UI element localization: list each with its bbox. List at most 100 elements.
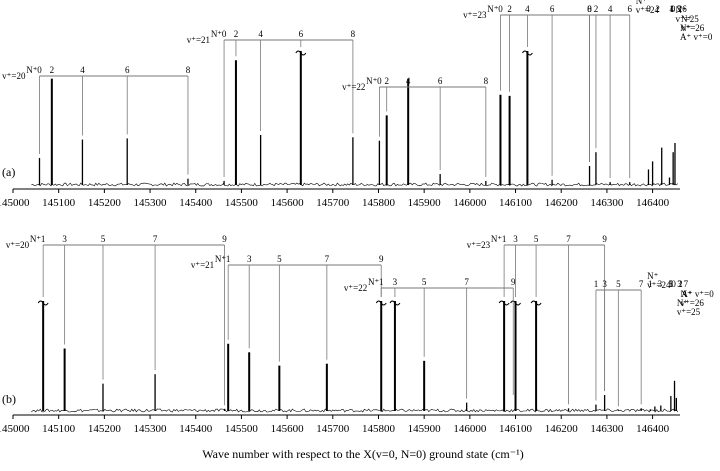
panel-label: (a) <box>2 165 15 179</box>
n-plus-label: N⁺ <box>487 4 498 14</box>
rotational-quantum-number: 2 <box>678 279 683 289</box>
x-tick-label: 145300 <box>134 197 168 209</box>
vibrational-level-label: v⁺=26 <box>681 23 705 33</box>
x-tick-label: 145100 <box>42 197 76 209</box>
rotational-quantum-number: 6 <box>125 65 130 75</box>
x-tick-label: 146000 <box>453 197 487 209</box>
n-plus-label: N⁺ <box>30 234 41 244</box>
rotational-quantum-number: 9 <box>602 234 607 244</box>
x-tick-label: 145900 <box>408 197 442 209</box>
x-axis-label: Wave number with respect to the X(v=0, N… <box>202 447 523 461</box>
rotational-quantum-number: 3 <box>602 279 607 289</box>
vibrational-level-label: v⁺=26 <box>681 298 705 308</box>
rotational-quantum-number: 7 <box>639 279 644 289</box>
rotational-quantum-number: 6 <box>299 29 304 39</box>
x-tick-label: 146400 <box>636 423 670 435</box>
vibrational-level-label: v⁺=23 <box>463 10 487 20</box>
axis-break-mark <box>37 300 49 306</box>
rotational-quantum-number: 6 <box>627 4 632 14</box>
rotational-quantum-number: 7 <box>464 277 469 287</box>
vibrational-level-label: v⁺=21 <box>191 260 214 270</box>
rotational-quantum-number: 0 <box>377 76 382 86</box>
rotational-quantum-number: 2 <box>234 29 239 39</box>
rotational-quantum-number: 1 <box>226 254 231 264</box>
rotational-quantum-number: 3 <box>658 279 663 289</box>
rotational-quantum-number: 2 <box>384 76 389 86</box>
rotational-quantum-number: 5 <box>101 234 106 244</box>
rotational-quantum-number: 6 <box>550 4 555 14</box>
rotational-quantum-number: 5 <box>616 279 621 289</box>
x-tick-label: 146300 <box>590 197 624 209</box>
rotational-quantum-number: 5 <box>277 254 282 264</box>
vibrational-level-label: v⁺=22 <box>342 82 365 92</box>
rotational-quantum-number: 2 <box>655 4 660 14</box>
axis-break-mark <box>498 300 510 306</box>
rotational-quantum-number: 0 <box>587 4 592 14</box>
n-plus-label: N⁺ <box>491 234 502 244</box>
axis-break-mark <box>389 300 401 306</box>
rotational-quantum-number: 5 <box>669 279 674 289</box>
rotational-quantum-number: 3 <box>677 4 682 14</box>
x-tick-label: 145700 <box>316 197 350 209</box>
x-tick-label: 145500 <box>225 423 259 435</box>
rotational-quantum-number: 3 <box>247 254 252 264</box>
rotational-quantum-number: 1 <box>379 277 384 287</box>
n-plus-label: N⁺ <box>366 76 377 86</box>
rotational-quantum-number: 2 <box>507 4 512 14</box>
rotational-quantum-number: 8 <box>587 4 592 14</box>
n-plus-label: N⁺ <box>681 289 692 299</box>
rotational-quantum-number: 7 <box>684 279 689 289</box>
rotational-quantum-number: 0 <box>646 4 651 14</box>
rotational-quantum-number: 5 <box>422 277 427 287</box>
n-plus-label: N⁺ <box>215 254 226 264</box>
n-plus-label: N⁺ <box>26 65 37 75</box>
rotational-quantum-number: 3 <box>393 277 398 287</box>
n-plus-label: N⁺ <box>368 277 379 287</box>
x-tick-label: 145000 <box>0 197 30 209</box>
rotational-quantum-number: 1 <box>502 234 507 244</box>
rotational-quantum-number: 9 <box>222 234 227 244</box>
x-tick-label: 145800 <box>362 423 396 435</box>
x-tick-label: 146300 <box>590 423 624 435</box>
rotational-quantum-number: 2 <box>594 4 599 14</box>
vibrational-level-label: v⁺=25 <box>677 307 701 317</box>
rotational-quantum-number: 0 <box>37 65 42 75</box>
x-tick-label: 145900 <box>408 423 442 435</box>
rotational-quantum-number: 7 <box>325 254 330 264</box>
x-tick-label: 145600 <box>271 423 305 435</box>
vibrational-level-label: v⁺=25 <box>675 14 699 24</box>
vibrational-level-label: v⁺=23 <box>467 240 491 250</box>
x-tick-label: 145400 <box>179 423 213 435</box>
x-tick-label: 145500 <box>225 197 259 209</box>
x-tick-label: 145400 <box>179 197 213 209</box>
rotational-quantum-number: 6 <box>682 4 687 14</box>
x-tick-label: 146100 <box>499 423 533 435</box>
rotational-quantum-number: 8 <box>484 76 489 86</box>
axis-break-mark <box>510 300 521 306</box>
axis-break-mark <box>375 300 387 306</box>
vibrational-level-label: v⁺=22 <box>344 283 367 293</box>
x-tick-label: 145100 <box>42 423 76 435</box>
rotational-quantum-number: 1 <box>648 279 653 289</box>
axis-break-mark <box>530 300 542 306</box>
rotational-quantum-number: 7 <box>153 234 158 244</box>
x-tick-label: 146100 <box>499 197 533 209</box>
x-tick-label: 145800 <box>362 197 396 209</box>
x-tick-label: 146400 <box>636 197 670 209</box>
vibrational-level-label: A⁺ v⁺=0 <box>680 32 713 42</box>
n-plus-label: N⁺ <box>680 23 691 33</box>
n-plus-label: N⁺ <box>636 0 647 6</box>
rotational-quantum-number: 1 <box>669 4 674 14</box>
vibrational-level-label: v⁺=20 <box>6 240 30 250</box>
n-plus-label: N⁺ <box>647 271 658 281</box>
rotational-quantum-number: 4 <box>258 29 263 39</box>
x-tick-label: 145200 <box>88 197 122 209</box>
x-tick-label: 145300 <box>134 423 168 435</box>
axis-break-mark <box>521 50 533 56</box>
rotational-quantum-number: 5 <box>534 234 539 244</box>
x-tick-label: 145200 <box>88 423 122 435</box>
vibrational-level-label: v⁺=21 <box>187 35 210 45</box>
noise-baseline <box>31 182 678 187</box>
rotational-quantum-number: 0 <box>671 4 676 14</box>
